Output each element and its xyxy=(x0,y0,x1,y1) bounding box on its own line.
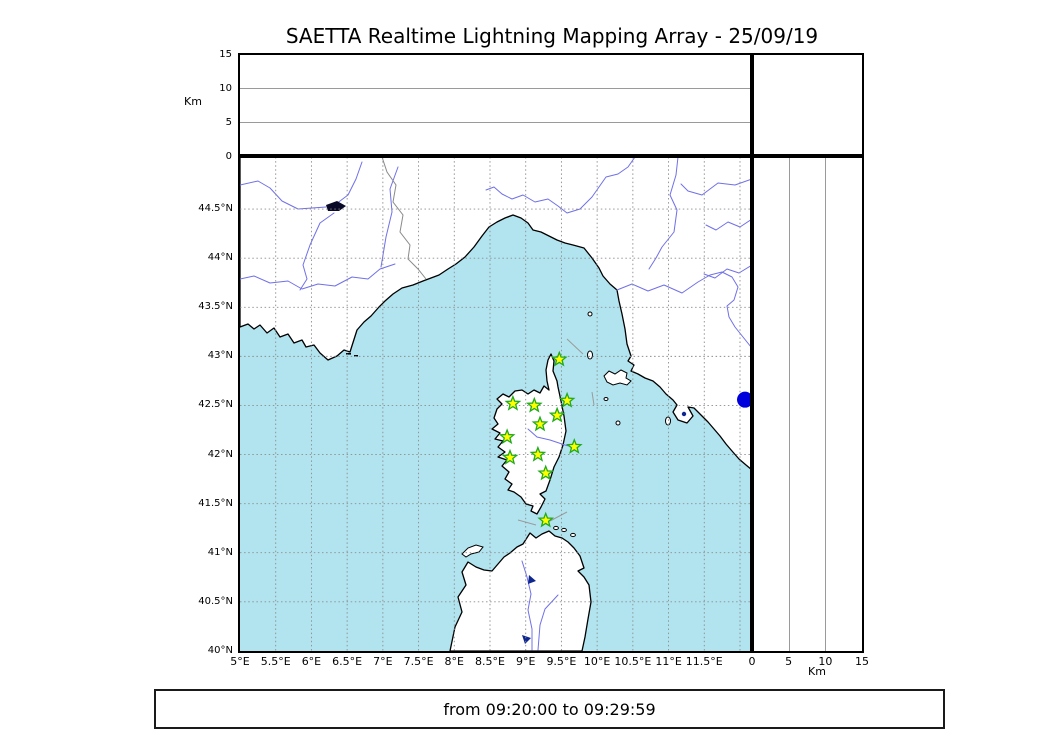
time-range-text: from 09:20:00 to 09:29:59 xyxy=(443,699,656,719)
distance-tick-label: 10 xyxy=(818,655,833,668)
asinara-island xyxy=(461,544,484,558)
river xyxy=(299,212,335,291)
lon-tick-label: 10.5°E xyxy=(614,655,652,668)
river xyxy=(380,166,399,268)
gorgona-island xyxy=(587,311,593,317)
maritime-boundary xyxy=(517,519,537,526)
france-italy-border xyxy=(381,157,427,280)
distance-tick-label: 0 xyxy=(748,655,756,668)
panel-separator-vertical xyxy=(750,53,754,653)
pianosa-island xyxy=(603,397,609,401)
elba-island xyxy=(603,369,632,386)
river xyxy=(527,428,574,448)
river xyxy=(703,264,752,279)
lon-tick-label: 6.5°E xyxy=(332,655,363,668)
altitude-gridline-10km xyxy=(240,88,752,89)
altitude-tick-label: 15 xyxy=(219,49,232,60)
maddalena-island xyxy=(553,525,559,531)
lon-tick-label: 11.5°E xyxy=(685,655,723,668)
hyeres-islet xyxy=(346,353,351,355)
capraia-island xyxy=(587,350,593,360)
lon-tick-label: 7°E xyxy=(373,655,393,668)
maddalena-island xyxy=(561,527,567,533)
altitude-tick-label: 0 xyxy=(225,151,232,162)
river xyxy=(240,263,396,290)
lon-tick-label: 5°E xyxy=(230,655,250,668)
river xyxy=(537,594,559,651)
river xyxy=(485,157,636,214)
giglio-island xyxy=(665,416,671,426)
event-marker-layer xyxy=(737,391,752,408)
altitude-gridline-10km xyxy=(825,157,826,651)
lon-tick-label: 10°E xyxy=(583,655,611,668)
maritime-boundary xyxy=(591,391,595,406)
lat-tick-label: 41°N xyxy=(207,546,233,558)
distance-axis-unit-label: Km xyxy=(808,665,826,678)
time-range-box: from 09:20:00 to 09:29:59 xyxy=(154,689,945,729)
event-marker-dot xyxy=(737,391,752,408)
orbetello-lagoon xyxy=(681,411,687,417)
figure-title: SAETTA Realtime Lightning Mapping Array … xyxy=(285,24,819,48)
altitude-tick-label: 10 xyxy=(219,83,232,94)
altitude-axis-unit-label: Km xyxy=(184,95,202,108)
distance-tick-label: 15 xyxy=(855,655,869,668)
lat-tick-label: 43°N xyxy=(207,350,233,362)
lat-tick-label: 40°N xyxy=(207,644,233,656)
lon-tick-label: 7.5°E xyxy=(403,655,434,668)
lat-tick-label: 42.5°N xyxy=(198,399,233,411)
lat-tick-label: 41.5°N xyxy=(198,497,233,509)
lat-tick-label: 40.5°N xyxy=(198,595,233,607)
maritime-boundary xyxy=(549,511,568,522)
lake xyxy=(522,635,531,644)
montecristo-island xyxy=(615,420,621,426)
lake xyxy=(326,201,346,211)
lon-tick-label: 11°E xyxy=(655,655,682,668)
maritime-boundary xyxy=(566,338,584,355)
lat-tick-label: 44°N xyxy=(207,252,233,264)
map-graticule xyxy=(240,157,752,651)
river xyxy=(680,178,752,196)
map-panel xyxy=(238,155,754,653)
river xyxy=(648,157,679,270)
river xyxy=(521,560,533,651)
altitude-gridline-5km xyxy=(240,122,752,123)
lat-tick-label: 42°N xyxy=(207,448,233,460)
altitude-gridline-5km xyxy=(789,157,790,651)
lon-tick-label: 6°E xyxy=(301,655,322,668)
lon-tick-label: 8.5°E xyxy=(475,655,505,668)
altitude-tick-label: 5 xyxy=(225,117,232,128)
lon-tick-label: 9°E xyxy=(515,655,536,668)
lat-tick-label: 44.5°N xyxy=(198,203,233,215)
hyeres-islet xyxy=(354,355,358,357)
river xyxy=(616,271,752,348)
distance-tick-label: 5 xyxy=(785,655,793,668)
altitude-longitude-panel xyxy=(238,53,754,159)
corner-panel xyxy=(750,53,864,159)
maddalena-island xyxy=(570,532,576,538)
lon-tick-label: 9.5°E xyxy=(546,655,577,668)
river xyxy=(335,161,363,205)
panel-separator-horizontal xyxy=(238,154,864,158)
lat-tick-label: 43.5°N xyxy=(198,301,233,313)
sardinia-coast xyxy=(449,530,592,651)
altitude-latitude-panel xyxy=(750,155,864,653)
lon-tick-label: 8°E xyxy=(444,655,464,668)
lon-tick-label: 5.5°E xyxy=(260,655,291,668)
lake xyxy=(528,575,536,584)
river xyxy=(705,218,752,231)
